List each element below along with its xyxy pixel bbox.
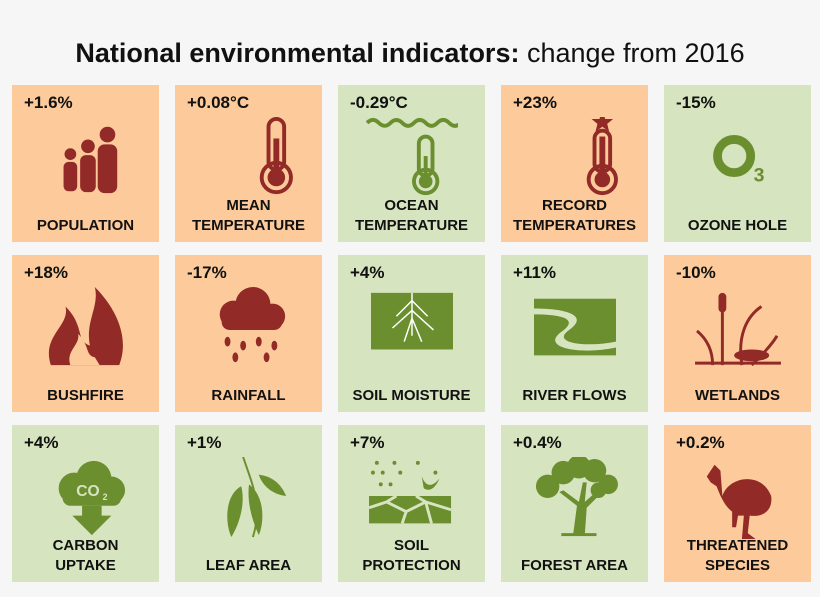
indicator-label: THREATENED SPECIES [670,536,805,576]
indicator-label: OCEAN TEMPERATURE [344,196,479,236]
indicator-label: FOREST AREA [507,556,642,576]
title-bold: National environmental indicators: [75,38,520,68]
indicator-label-line2: TEMPERATURE [191,217,306,234]
indicator-label-line1: POPULATION [36,217,135,234]
indicator-change: +0.4% [513,433,562,452]
indicator-label-line2: PROTECTION [362,557,461,574]
indicator-tile: +0.2% THREATENED SPECIES [664,425,811,582]
tree-icon [529,455,621,539]
indicator-change: -17% [187,263,227,282]
indicator-grid: +1.6% POPULATION +0.08°C MEAN TEMPERATURE -0.… [12,85,811,582]
indicator-label-line1: OZONE HOLE [687,217,788,234]
indicator-label-line1: FOREST AREA [521,557,628,574]
indicator-tile: +7% SOIL PROTECTION [338,425,485,582]
indicator-change: +0.08°C [187,93,250,112]
indicator-label: CARBON UPTAKE [18,536,153,576]
indicator-change: +0.2% [676,433,725,452]
svg-text:CO: CO [76,483,99,500]
indicator-change: +18% [24,263,68,282]
soil-protection-icon [366,457,458,539]
indicator-change: +1.6% [24,93,73,112]
indicator-label: RAINFALL [181,386,316,406]
co2-icon: CO 2 [40,457,132,539]
indicator-label: WETLANDS [670,386,805,406]
indicator-tile: -15% 3 OZONE HOLE [664,85,811,242]
indicator-label-line1: RIVER FLOWS [522,387,627,404]
indicator-label-line1: MEAN [226,197,271,214]
svg-text:2: 2 [103,492,108,502]
indicator-label-line1: SOIL [393,537,429,554]
indicator-label-line1: OCEAN [384,197,439,214]
page-title: National environmental indicators: chang… [0,38,820,69]
indicator-label-line1: RECORD [541,197,607,214]
indicator-change: +4% [350,263,385,282]
river-icon [529,287,621,369]
wetland-icon [692,287,784,369]
indicator-tile: +11% RIVER FLOWS [501,255,648,412]
indicator-tile: +1% LEAF AREA [175,425,322,582]
fire-icon [40,287,132,369]
indicator-label-line1: WETLANDS [695,387,780,404]
indicator-change: +23% [513,93,557,112]
people-icon [40,117,132,199]
indicator-label: RECORD TEMPERATURES [507,196,642,236]
indicator-change: -15% [676,93,716,112]
indicator-change: +4% [24,433,59,452]
indicator-change: -0.29°C [350,93,408,112]
indicator-label-line1: RAINFALL [211,387,286,404]
indicator-label-line1: THREATENED [686,537,789,554]
ozone-icon: 3 [692,117,784,199]
indicator-label: SOIL MOISTURE [344,386,479,406]
title-rest: change from 2016 [526,38,745,68]
indicator-label: RIVER FLOWS [507,386,642,406]
indicator-tile: +0.08°C MEAN TEMPERATURE [175,85,322,242]
indicator-label-line1: LEAF AREA [205,557,292,574]
indicator-label-line2: SPECIES [704,557,771,574]
thermometer-icon [203,117,295,199]
indicator-label: SOIL PROTECTION [344,536,479,576]
indicator-tile: +4% CO 2 CARBON UPTAKE [12,425,159,582]
indicator-change: -10% [676,263,716,282]
indicator-label-line1: BUSHFIRE [47,387,124,404]
indicator-label: LEAF AREA [181,556,316,576]
indicator-tile: +4% SOIL MOISTURE [338,255,485,412]
indicator-change: +11% [513,263,557,282]
rain-cloud-icon [203,287,295,369]
leaf-icon [203,456,295,539]
indicator-change: +7% [350,433,385,452]
cassowary-icon [692,457,784,539]
indicator-label-line2: UPTAKE [55,557,116,574]
indicator-label-line2: TEMPERATURES [512,217,637,234]
indicator-label: OZONE HOLE [670,216,805,236]
indicator-label: POPULATION [18,216,153,236]
svg-text:3: 3 [754,164,765,186]
indicator-tile: +23% RECORD TEMPERATURES [501,85,648,242]
indicator-change: +1% [187,433,222,452]
indicator-tile: +18% BUSHFIRE [12,255,159,412]
indicator-label: MEAN TEMPERATURE [181,196,316,236]
indicator-label-line1: CARBON [52,537,119,554]
indicator-tile: -0.29°C OCEAN TEMPERATURE [338,85,485,242]
indicator-tile: +0.4% FOREST AREA [501,425,648,582]
indicator-label-line2: TEMPERATURE [354,217,469,234]
indicator-label-line1: SOIL MOISTURE [352,387,471,404]
record-thermometer-icon [529,111,621,199]
indicator-tile: -10% WETLANDS [664,255,811,412]
indicator-tile: +1.6% POPULATION [12,85,159,242]
ocean-thermometer-icon [365,117,463,199]
soil-roots-icon [366,287,458,369]
indicator-label: BUSHFIRE [18,386,153,406]
indicator-tile: -17% RAINFALL [175,255,322,412]
